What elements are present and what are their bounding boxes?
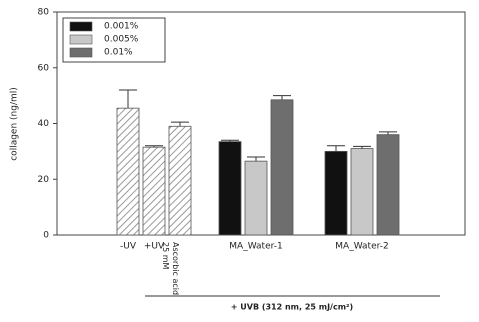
x-tick-label: +UV: [144, 242, 165, 252]
x-tick-label: -UV: [120, 242, 137, 252]
legend-swatch: [69, 47, 93, 58]
legend-label: 0.01%: [104, 48, 133, 58]
bar: [376, 134, 400, 236]
bar: [142, 146, 166, 236]
y-tick-label: 0: [43, 231, 49, 241]
y-tick-label: 60: [38, 63, 50, 73]
x-tick-label: MA_Water-1: [229, 242, 282, 252]
bar: [116, 107, 140, 236]
bar: [218, 141, 242, 236]
x-axis-label: + UVB (312 nm, 25 mJ/cm²): [231, 303, 353, 312]
bar: [324, 150, 348, 236]
bar: [244, 160, 268, 236]
bar: [270, 99, 294, 236]
bar: [168, 125, 192, 236]
legend-label: 0.005%: [104, 35, 139, 45]
legend-swatch: [69, 34, 93, 45]
x-tick-label: Ascorbic acid 25 mM: [162, 242, 181, 298]
y-tick-label: 80: [38, 8, 50, 18]
y-axis-label: collagen (ng/ml): [10, 87, 20, 161]
legend-label: 0.001%: [104, 22, 139, 32]
x-tick-label: MA_Water-2: [335, 242, 388, 252]
y-tick-label: 40: [38, 119, 50, 129]
bar: [350, 148, 374, 236]
legend-swatch: [69, 21, 93, 32]
y-tick-label: 20: [38, 175, 50, 185]
